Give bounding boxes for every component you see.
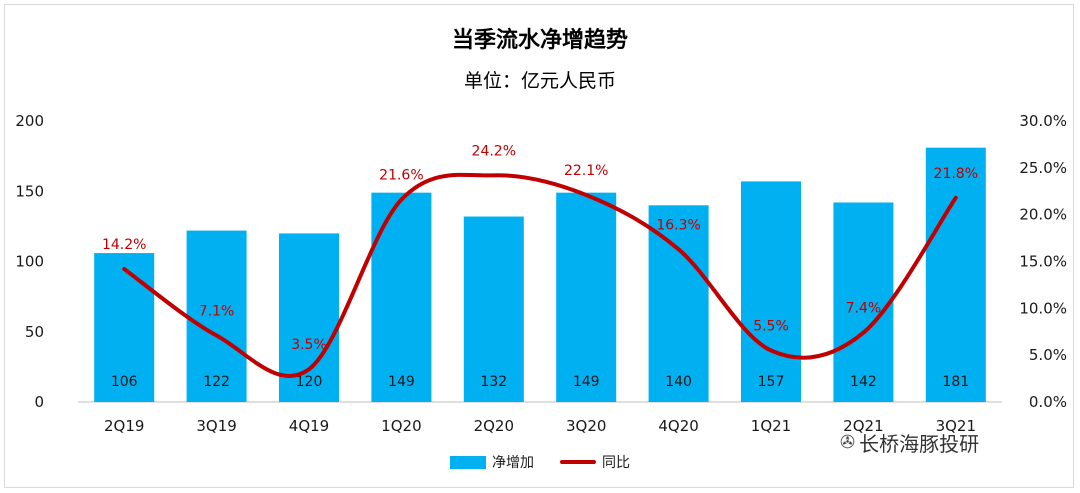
yoy-point <box>216 334 218 336</box>
y-right-tick-label: 25.0% <box>1019 159 1067 177</box>
y-right-tick-label: 5.0% <box>1029 346 1067 364</box>
x-tick-label: 1Q21 <box>751 417 791 435</box>
yoy-value-label: 22.1% <box>564 163 608 179</box>
x-tick-label: 2Q21 <box>843 417 883 435</box>
brand-text: 长桥海豚投研 <box>859 432 980 456</box>
x-tick-label: 2Q19 <box>104 417 144 435</box>
bar <box>186 230 247 402</box>
yoy-value-label: 5.5% <box>753 318 789 334</box>
yoy-point <box>123 268 125 270</box>
wechat-icon: ✇ <box>840 432 856 453</box>
brand-watermark: ✇ 长桥海豚投研 <box>840 428 979 457</box>
bar-value-label: 149 <box>573 374 600 390</box>
yoy-value-label: 21.8% <box>934 166 978 182</box>
bar-value-label: 149 <box>388 374 415 390</box>
chart-frame <box>4 4 1074 488</box>
yoy-value-label: 7.4% <box>846 301 882 317</box>
x-tick-label: 4Q20 <box>658 417 698 435</box>
chart-subtitle: 单位：亿元人民币 <box>463 70 616 92</box>
x-tick-label: 4Q19 <box>289 417 329 435</box>
legend-label-line: 同比 <box>602 455 630 471</box>
bar <box>279 233 339 402</box>
yoy-point <box>308 368 310 370</box>
bar-value-label: 132 <box>480 374 507 390</box>
y-left-tick-label: 50 <box>25 323 44 341</box>
bar <box>648 205 709 402</box>
y-right-tick-label: 10.0% <box>1019 299 1067 317</box>
bar <box>371 192 432 402</box>
bar <box>556 192 617 402</box>
yoy-point <box>678 248 680 250</box>
yoy-point <box>770 349 772 351</box>
y-left-tick-label: 100 <box>15 253 44 271</box>
bar-value-label: 157 <box>758 374 785 390</box>
yoy-value-label: 14.2% <box>102 237 146 253</box>
yoy-point <box>493 174 495 176</box>
yoy-value-label: 3.5% <box>291 337 327 353</box>
y-left-tick-label: 0 <box>34 393 44 411</box>
bar-value-label: 122 <box>203 374 230 390</box>
x-tick-label: 2Q20 <box>474 417 514 435</box>
bar-value-label: 120 <box>296 374 323 390</box>
yoy-value-label: 21.6% <box>379 168 423 184</box>
legend-item-line: 同比 <box>560 452 630 472</box>
yoy-value-label: 24.2% <box>472 143 516 159</box>
bar-value-label: 140 <box>665 374 692 390</box>
yoy-line <box>122 172 958 378</box>
yoy-value-label: 7.1% <box>199 303 235 319</box>
legend-swatch-line <box>560 460 596 464</box>
x-tick-label: 3Q19 <box>196 417 236 435</box>
bar-value-label: 142 <box>850 374 877 390</box>
chart-title: 当季流水净增趋势 <box>451 28 628 53</box>
legend-swatch-bar <box>450 455 486 469</box>
y-left-tick-label: 200 <box>15 112 44 130</box>
bar <box>833 202 894 402</box>
y-right-tick-label: 30.0% <box>1019 112 1067 130</box>
legend-item-bar: 净增加 <box>450 452 534 472</box>
bar <box>94 253 155 402</box>
x-tick-label: 3Q20 <box>566 417 606 435</box>
yoy-point <box>585 194 587 196</box>
legend-label-bar: 净增加 <box>492 455 534 471</box>
bar <box>463 216 524 402</box>
y-right-tick-label: 15.0% <box>1019 253 1067 271</box>
yoy-point <box>955 197 957 199</box>
bar <box>741 181 801 402</box>
legend: 净增加 同比 <box>0 452 1080 472</box>
bar-value-label: 106 <box>111 374 138 390</box>
yoy-point <box>862 332 864 334</box>
y-left-tick-label: 150 <box>15 182 44 200</box>
bar <box>925 147 986 402</box>
yoy-value-label: 16.3% <box>656 217 700 233</box>
x-tick-label: 3Q21 <box>936 417 976 435</box>
y-right-tick-label: 0.0% <box>1029 393 1067 411</box>
yoy-point <box>400 199 402 201</box>
y-right-tick-label: 20.0% <box>1019 206 1067 224</box>
bar-value-label: 181 <box>942 374 969 390</box>
x-tick-label: 1Q20 <box>381 417 421 435</box>
